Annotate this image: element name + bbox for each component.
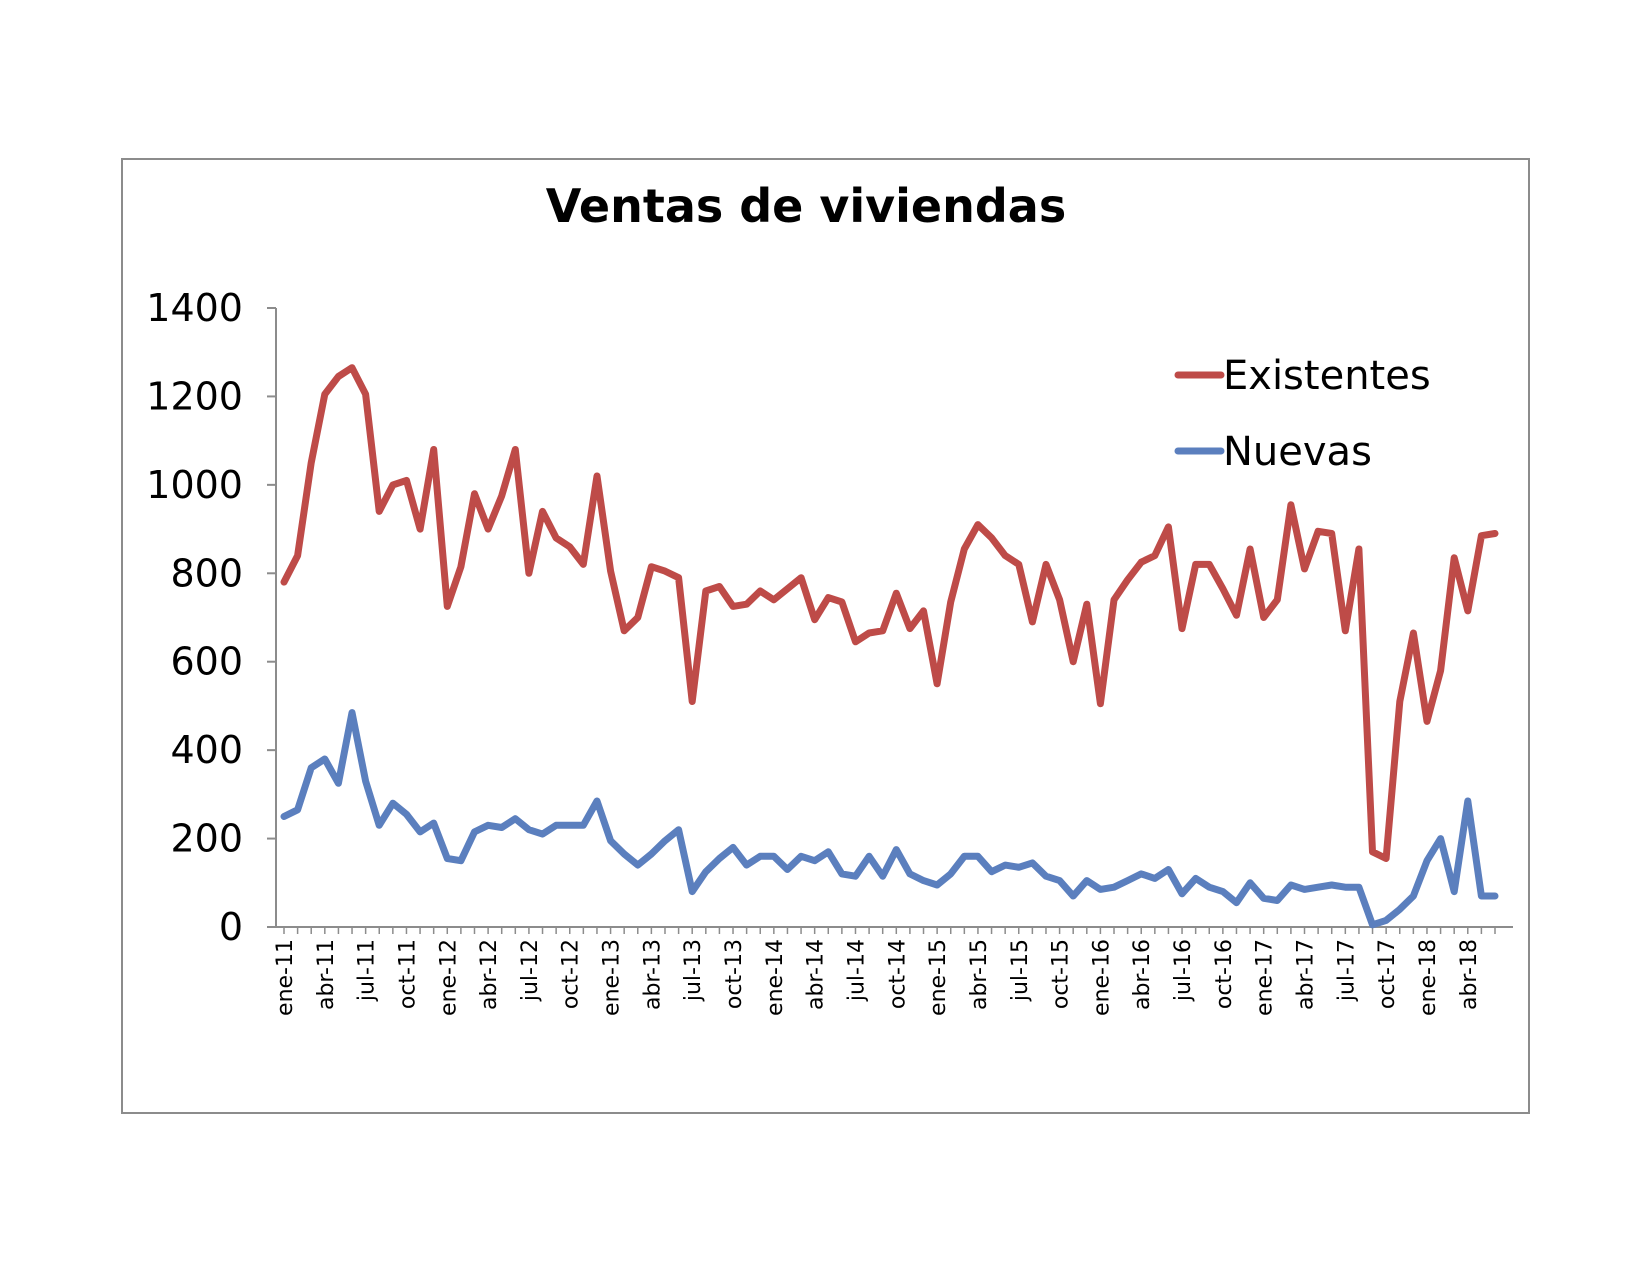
- x-tick-label: abr-16: [1130, 939, 1155, 1010]
- x-tick-label: oct-13: [722, 939, 747, 1009]
- x-tick-label: ene-16: [1089, 939, 1114, 1016]
- x-tick-label: jul-16: [1171, 939, 1196, 1002]
- x-tick-label: ene-14: [763, 939, 788, 1016]
- y-tick-label: 0: [219, 905, 243, 949]
- series-line-existentes: [280, 364, 1499, 862]
- x-tick-label: abr-17: [1294, 939, 1319, 1010]
- legend-label-nuevas: Nuevas: [1223, 429, 1372, 475]
- legend: Existentes Nuevas: [1174, 353, 1431, 475]
- x-tick-label: jul-14: [844, 939, 869, 1002]
- x-tick-label: jul-11: [355, 939, 380, 1002]
- x-tick-label: ene-17: [1253, 939, 1278, 1016]
- x-tick-label: ene-18: [1416, 939, 1441, 1016]
- series-lines: [280, 364, 1499, 929]
- axes: [267, 307, 1513, 934]
- series-line-nuevas: [280, 709, 1499, 929]
- x-tick-label: oct-17: [1375, 939, 1400, 1009]
- x-tick-label: abr-12: [477, 939, 502, 1010]
- x-tick-label: jul-13: [681, 939, 706, 1002]
- y-tick-label: 600: [170, 640, 243, 684]
- x-tick-label: ene-11: [273, 939, 298, 1016]
- y-tick-label: 200: [170, 817, 243, 861]
- x-tick-label: oct-14: [885, 939, 910, 1009]
- y-tick-label: 400: [170, 728, 243, 772]
- x-tick-label: abr-18: [1457, 939, 1482, 1010]
- y-tick-label: 1400: [146, 286, 243, 330]
- x-tick-label: abr-14: [804, 939, 829, 1010]
- y-tick-label: 800: [170, 551, 243, 595]
- y-tick-label: 1000: [146, 463, 243, 507]
- x-tick-label: abr-11: [314, 939, 339, 1010]
- y-tick-label: 1200: [146, 374, 243, 418]
- x-tick-label: jul-12: [518, 939, 543, 1002]
- x-tick-label: ene-15: [926, 939, 951, 1016]
- x-tick-label: ene-13: [600, 939, 625, 1016]
- legend-label-existentes: Existentes: [1223, 353, 1431, 399]
- chart-frame: Ventas de viviendas 0 200 400 600 800 1000 120…: [121, 158, 1530, 1114]
- x-tick-label: abr-15: [967, 939, 992, 1010]
- x-tick-label: jul-17: [1334, 939, 1359, 1002]
- chart-title: Ventas de viviendas: [546, 179, 1066, 233]
- line-chart: Ventas de viviendas 0 200 400 600 800 1000 120…: [146, 179, 1513, 1016]
- x-tick-label: jul-15: [1008, 939, 1033, 1002]
- x-tick-label: oct-12: [559, 939, 584, 1009]
- x-tick-label: ene-12: [436, 939, 461, 1016]
- y-tick-labels: 0 200 400 600 800 1000 1200 1400: [146, 286, 243, 949]
- x-tick-label: oct-16: [1212, 939, 1237, 1009]
- x-tick-label: oct-11: [395, 939, 420, 1009]
- x-tick-labels: ene-11 abr-11 jul-11 oct-11 ene-12 abr-12 jul-…: [273, 939, 1482, 1016]
- x-tick-label: oct-15: [1049, 939, 1074, 1009]
- x-tick-label: abr-13: [640, 939, 665, 1010]
